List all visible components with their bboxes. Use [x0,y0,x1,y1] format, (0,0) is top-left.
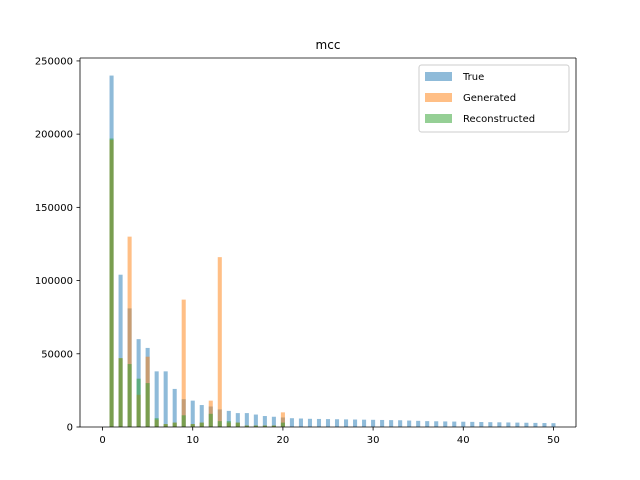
bar-true-50 [551,423,556,427]
bar-reconstructed-2 [118,358,123,427]
bar-true-24 [316,418,322,427]
bar-true-44 [497,422,502,427]
y-tick-label-200000: 200000 [35,130,73,141]
bar-reconstructed-4 [136,378,141,427]
bar-true-34 [407,420,412,427]
bar-true-27 [344,419,349,427]
bar-true-10 [190,400,195,427]
bar-true-46 [515,422,520,427]
bar-true-28 [353,419,358,427]
bar-true-31 [380,419,385,427]
bar-reconstructed-9 [181,415,186,427]
x-tick-label-30: 30 [367,435,380,446]
legend-label-generated: Generated [463,93,516,104]
bar-true-43 [488,422,493,427]
legend-box [418,64,570,133]
bar-reconstructed-11 [199,422,204,427]
bar-true-25 [325,419,331,427]
legend-label-true: True [462,72,484,83]
bar-true-21 [289,418,294,427]
y-tick-label-100000: 100000 [35,276,73,287]
bar-true-40 [461,421,466,427]
bar-true-33 [398,420,403,427]
bar-true-15 [235,413,240,427]
bar-true-41 [470,421,475,428]
bar-true-23 [307,418,312,427]
bar-reconstructed-17 [253,425,258,427]
x-tick-label-0: 0 [99,435,105,446]
bar-reconstructed-3 [127,364,132,427]
bar-reconstructed-1 [109,138,114,428]
bar-true-17 [253,414,258,427]
bar-generated-3 [127,236,132,427]
y-tick-label-150000: 150000 [35,203,73,214]
bar-reconstructed-16 [244,425,249,427]
y-tick-label-50000: 50000 [41,349,73,360]
bar-reconstructed-6 [154,418,159,427]
legend-swatch-reconstructed [425,114,452,123]
x-tick-label-50: 50 [547,435,560,446]
bar-true-18 [262,416,267,427]
bar-true-7 [163,371,168,427]
bar-generated-9 [181,299,186,427]
bar-reconstructed-13 [217,421,222,427]
bar-true-19 [271,416,276,427]
bar-generated-13 [217,257,222,427]
bar-true-42 [479,422,484,427]
bar-true-30 [371,419,376,427]
x-tick-label-40: 40 [457,435,470,446]
bar-reconstructed-12 [208,413,213,427]
y-tick-label-250000: 250000 [35,56,73,67]
bar-generated-20 [280,412,285,427]
axes-group: 0 10 20 30 40 50 0 50000 100000 150000 200000 25000… [35,56,577,446]
chart-title: mcc [316,38,341,52]
bar-true-37 [434,421,439,427]
bar-true-29 [362,419,367,427]
bar-reconstructed-15 [235,422,240,427]
bar-true-22 [298,418,303,427]
legend-swatch-generated [425,93,452,102]
legend: True Generated Reconstructed [418,64,570,133]
bar-true-49 [542,423,547,427]
bar-true-35 [416,420,421,427]
bar-reconstructed-7 [163,424,168,427]
legend-swatch-true [425,72,452,81]
bar-true-47 [524,422,529,427]
bar-true-16 [244,413,249,427]
bar-reconstructed-8 [172,422,177,427]
bar-true-11 [199,405,204,427]
x-tick-label-20: 20 [277,435,290,446]
y-tick-label-0: 0 [67,423,73,434]
bar-reconstructed-14 [226,421,231,427]
x-tick-label-10: 10 [186,435,199,446]
bar-true-2 [118,274,123,427]
bar-true-45 [506,422,511,427]
bars-group [109,75,556,428]
bar-reconstructed-10 [190,424,195,427]
bar-true-8 [172,388,177,427]
bar-true-36 [425,421,430,427]
bar-reconstructed-18 [262,425,267,427]
bar-reconstructed-19 [271,425,276,427]
bar-true-14 [226,410,231,427]
bar-true-32 [389,420,394,427]
bar-true-48 [533,422,538,427]
bar-reconstructed-5 [145,383,150,427]
bar-true-26 [334,419,340,427]
bar-reconstructed-20 [280,422,285,427]
legend-label-reconstructed: Reconstructed [463,114,535,125]
bar-true-38 [443,421,448,427]
bar-true-39 [452,421,457,427]
bar-true-6 [154,371,159,427]
